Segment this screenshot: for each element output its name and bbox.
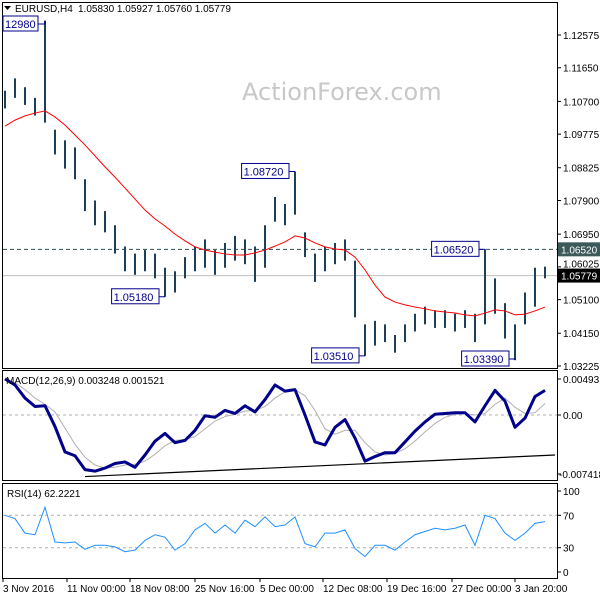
macd-tick-label: 0.00 (563, 411, 583, 422)
time-tick-label: 12 Dec 08:00 (323, 584, 383, 595)
annotation-box (431, 240, 480, 257)
price-tick-label: 1.08825 (563, 164, 600, 175)
time-tick-label: 3 Jan 20:00 (515, 584, 568, 595)
time-tick-label: 19 Dec 16:00 (387, 584, 447, 595)
annotation-box (111, 288, 160, 305)
moving-average-line (4, 110, 546, 317)
price-tick-label: 1.04150 (563, 329, 600, 340)
price-tick-label: 1.05100 (563, 296, 600, 307)
price-series: 12980 1.08720 1.05180 1.03510 1.06520 1.03390 (2, 15, 557, 367)
annotation-box (241, 162, 290, 179)
time-tick-label: 27 Dec 00:00 (452, 584, 512, 595)
price-tick-label: 1.07900 (563, 196, 600, 207)
resistance-price-badge (558, 242, 600, 257)
macd-main-line (4, 377, 546, 473)
current-price-badge (558, 268, 600, 283)
resistance-price-label: 1.06520 (561, 245, 598, 256)
ohlc-readout: 1.05830 1.05927 1.05760 1.05779 (78, 4, 231, 15)
macd-trendline (84, 454, 556, 478)
rsi-tick-label: 70 (563, 511, 575, 522)
price-tick-label: 1.10700 (563, 97, 600, 108)
annotation-box (461, 350, 510, 367)
rsi-tick-label: 100 (563, 487, 580, 498)
annotation-leader (509, 358, 516, 361)
rsi-tick-label: 0 (563, 568, 569, 579)
current-price-label: 1.05779 (561, 272, 598, 283)
annotation-leader (38, 20, 46, 25)
macd-panel (2, 370, 558, 481)
price-tick-label: 1.06025 (563, 260, 600, 271)
watermark: ActionForex.com (242, 78, 442, 106)
macd-tick-label: -0.007418 (559, 470, 600, 481)
annotation-label: 1.06520 (434, 244, 474, 256)
annotation-box (2, 15, 39, 32)
annotation-label: 12980 (5, 19, 36, 31)
rsi-title: RSI(14) 62.2221 (7, 489, 81, 500)
axes: 1.12575 1.11650 1.10700 1.09775 1.08825 1.079… (2, 31, 600, 595)
rsi-panel (2, 483, 558, 579)
annotation-label: 1.03390 (464, 354, 504, 366)
symbol-label: EURUSD,H4 (15, 4, 73, 15)
panel-frames (2, 2, 558, 579)
annotation-box (311, 347, 360, 364)
price-tick-label: 1.12575 (563, 31, 600, 42)
price-panel (2, 2, 558, 369)
triangle-down-icon[interactable] (4, 6, 11, 10)
macd-title: MACD(12,26,9) 0.003248 0.001521 (6, 376, 165, 387)
time-tick-label: 25 Nov 16:00 (195, 584, 255, 595)
annotation-label: 1.08720 (244, 166, 284, 178)
rsi-tick-label: 30 (563, 544, 575, 555)
rsi-series (3, 505, 557, 558)
rsi-line (4, 505, 546, 558)
price-tick-label: 1.09775 (563, 130, 600, 141)
price-tick-label: 1.06950 (563, 230, 600, 241)
time-tick-label: 11 Nov 00:00 (67, 584, 126, 595)
macd-series (3, 377, 557, 478)
annotation-label: 1.05180 (114, 292, 154, 304)
time-tick-label: 3 Nov 2016 (3, 584, 55, 595)
price-tick-label: 1.03225 (563, 362, 600, 373)
annotation-label: 1.03510 (314, 351, 354, 363)
macd-tick-label: 0.00493 (563, 375, 600, 386)
time-tick-label: 5 Dec 00:00 (260, 584, 314, 595)
macd-signal-line (4, 379, 546, 469)
price-tick-label: 1.11650 (563, 64, 599, 75)
time-tick-label: 18 Nov 08:00 (130, 584, 190, 595)
